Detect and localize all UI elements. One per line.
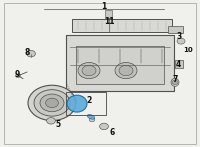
Text: 11: 11 xyxy=(104,17,114,26)
Circle shape xyxy=(78,62,100,79)
Bar xyxy=(66,35,174,91)
Text: 3: 3 xyxy=(176,32,182,41)
Circle shape xyxy=(119,65,133,76)
Circle shape xyxy=(34,90,70,116)
Text: 10: 10 xyxy=(183,47,193,53)
Bar xyxy=(105,10,112,18)
Ellipse shape xyxy=(171,78,179,86)
Text: 7: 7 xyxy=(172,75,178,84)
Circle shape xyxy=(115,62,137,79)
Circle shape xyxy=(172,80,178,85)
Circle shape xyxy=(89,118,95,122)
Circle shape xyxy=(46,98,58,108)
Bar xyxy=(175,60,183,68)
Ellipse shape xyxy=(87,115,95,119)
Bar xyxy=(66,92,106,115)
Circle shape xyxy=(100,123,108,130)
Text: 6: 6 xyxy=(109,128,115,137)
Text: 4: 4 xyxy=(175,60,181,69)
Circle shape xyxy=(47,118,55,124)
Circle shape xyxy=(177,38,185,44)
Text: 2: 2 xyxy=(86,96,92,105)
Bar xyxy=(72,19,172,32)
Ellipse shape xyxy=(67,95,87,112)
Text: 9: 9 xyxy=(14,70,20,80)
Bar xyxy=(168,26,183,33)
Bar xyxy=(76,46,164,84)
Circle shape xyxy=(27,50,35,57)
Circle shape xyxy=(28,85,76,121)
Text: 8: 8 xyxy=(24,48,30,57)
Circle shape xyxy=(82,65,96,76)
Circle shape xyxy=(16,74,20,77)
Circle shape xyxy=(40,94,64,112)
Text: 1: 1 xyxy=(101,2,107,11)
Text: 5: 5 xyxy=(55,120,61,130)
